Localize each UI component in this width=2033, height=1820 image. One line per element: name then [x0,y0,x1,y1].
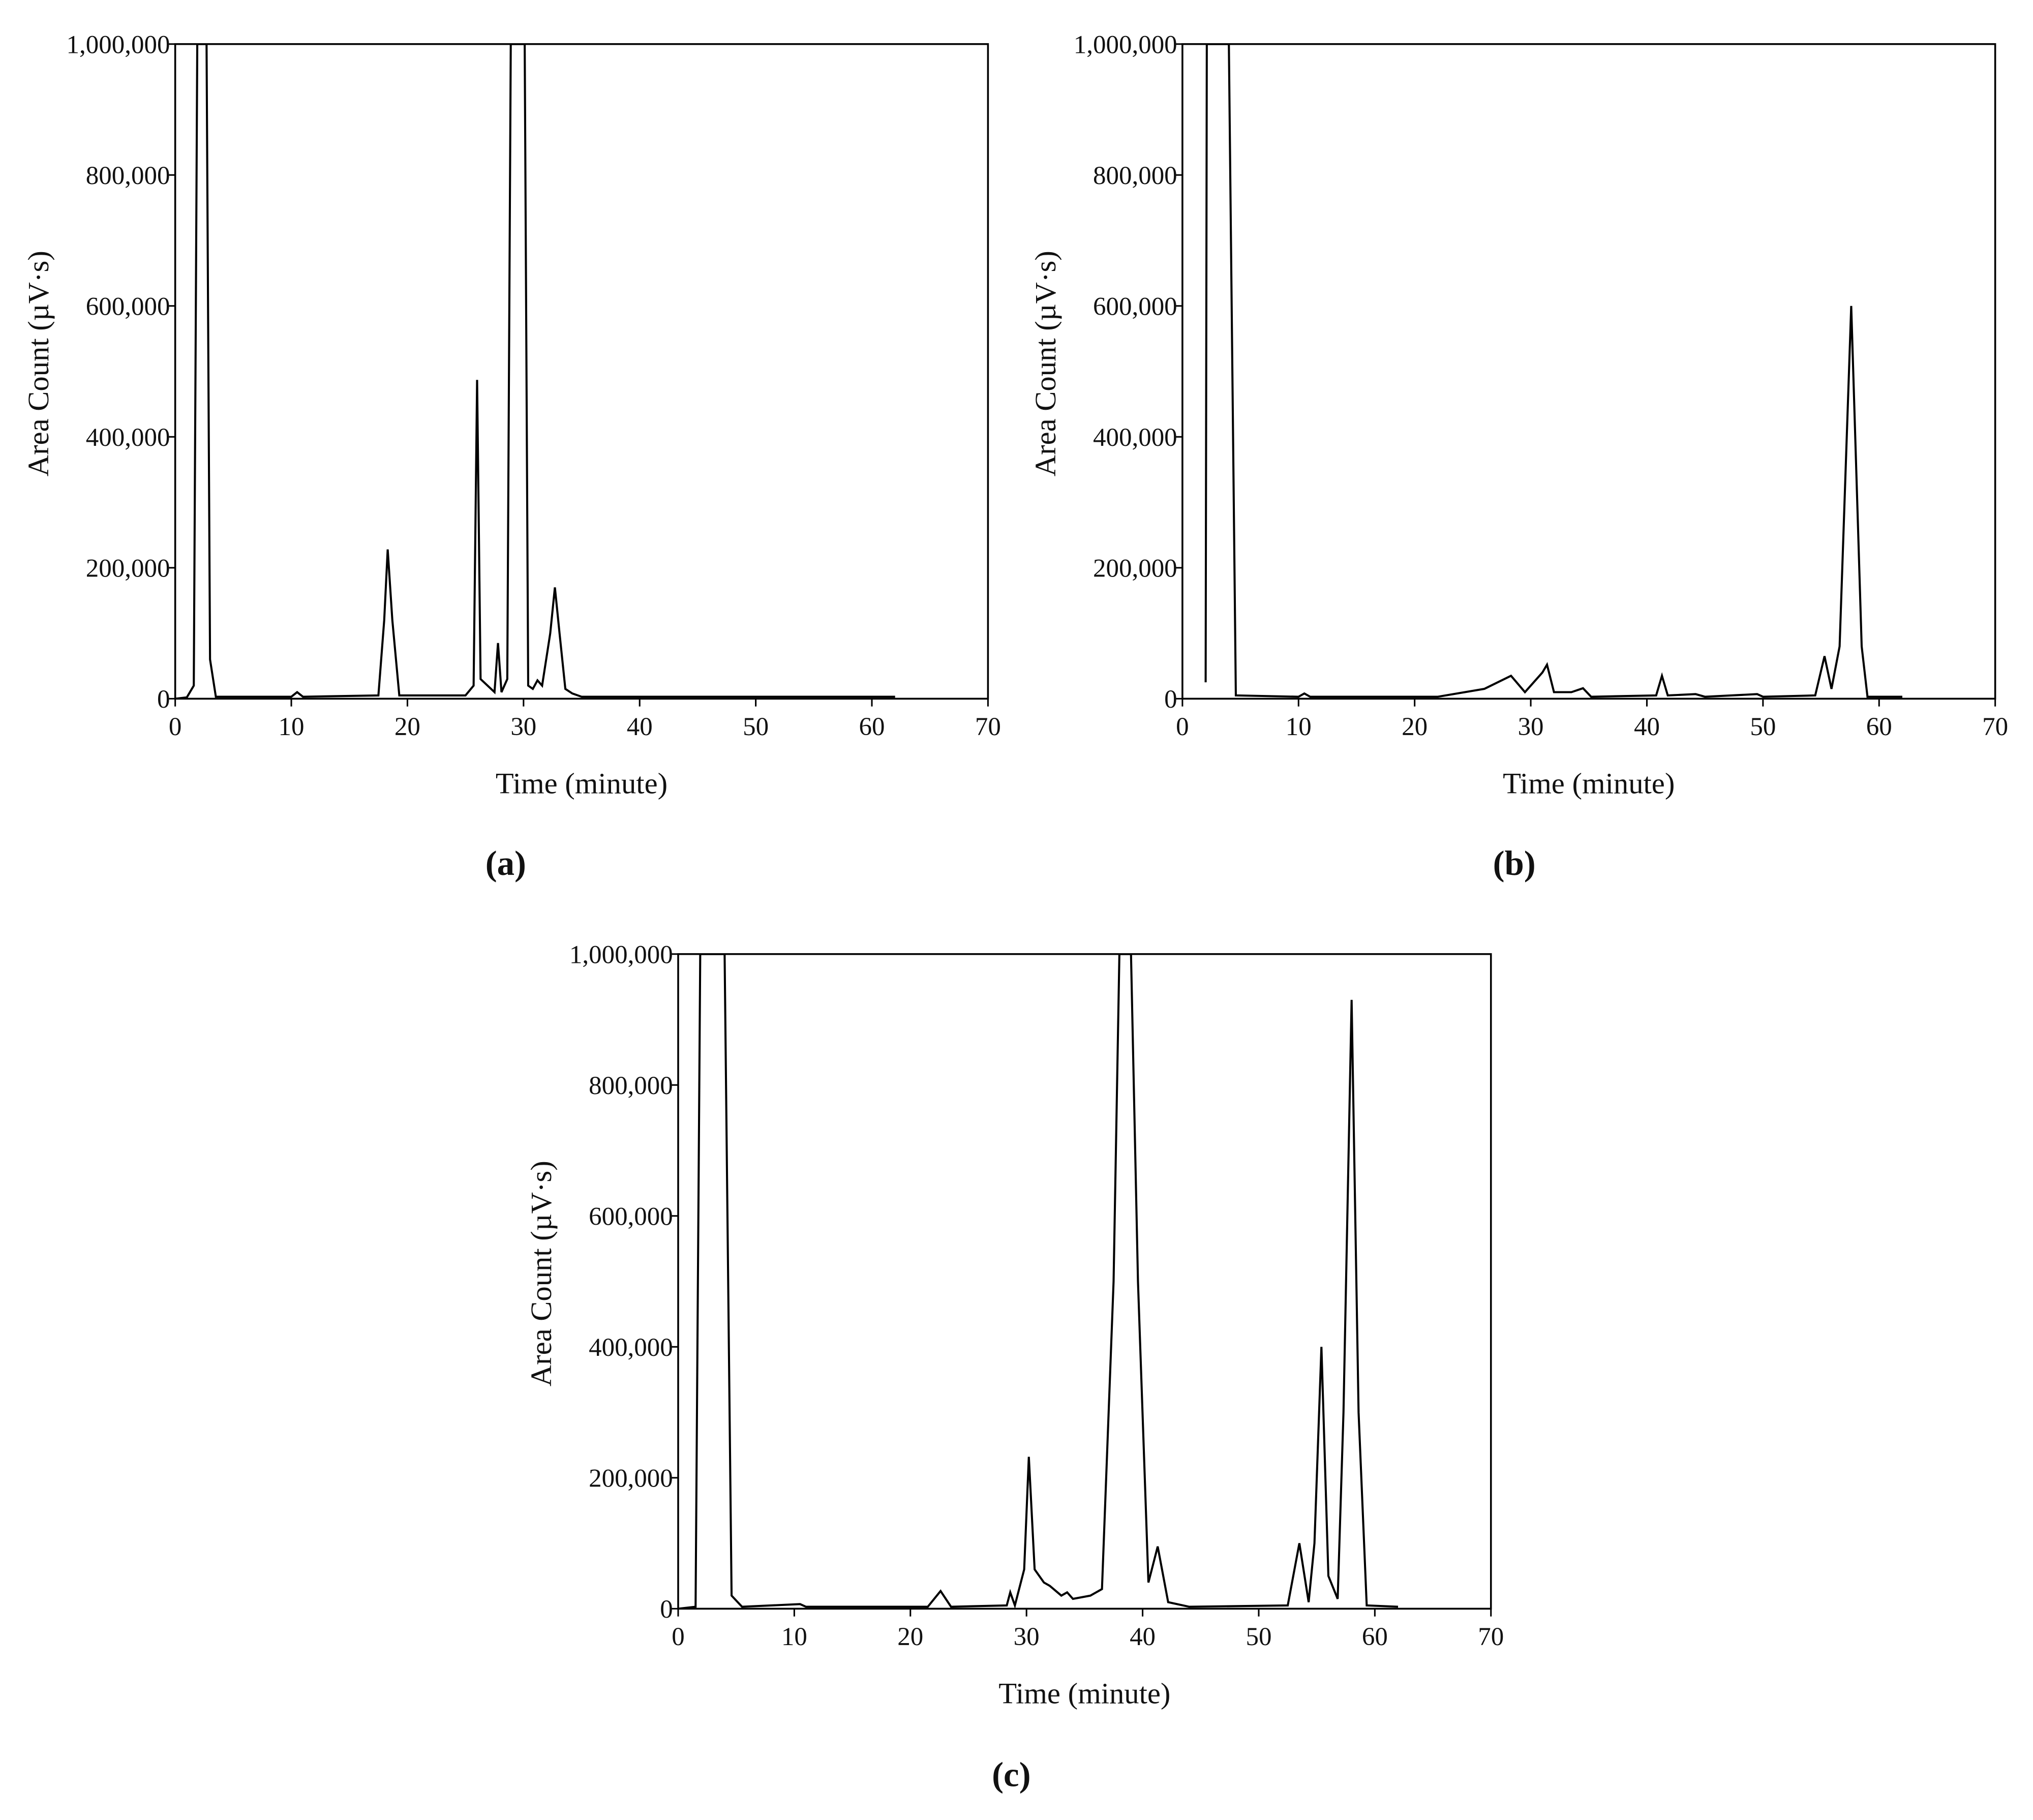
x-tick-label: 10 [279,713,305,741]
x-tick-label: 70 [1478,1623,1504,1651]
panel-caption: (c) [992,1755,1030,1794]
chart: 0 10 20 30 40 50 60 70 0 200,000 400,000 600,000 800… [22,31,1001,883]
x-axis-title: Time (minute) [998,1677,1170,1710]
y-tick-label: 400,000 [589,1333,673,1362]
plot-frame [1181,43,1996,700]
y-tick-label: 1,000,000 [67,31,170,59]
x-tick-label: 40 [1130,1623,1156,1651]
x-tick-label: 50 [1750,713,1776,741]
x-tick-label: 60 [1362,1623,1388,1651]
x-tick-label: 30 [1014,1623,1040,1651]
x-tick-label: 40 [627,713,653,741]
x-axis-title: Time (minute) [496,767,667,800]
chart: 0 10 20 30 40 50 60 70 0 200,000 400,000 600,000 800… [1029,31,2008,883]
y-tick-label: 400,000 [86,423,170,452]
x-tick-label: 70 [975,713,1001,741]
y-axis-title: Area Count (µV·s) [525,1161,558,1386]
chart: 0 10 20 30 40 50 60 70 0 200,000 400,000 600,000 800… [525,941,1504,1794]
x-tick-label: 20 [1402,713,1428,741]
x-tick-label: 70 [1982,713,2008,741]
x-tick-label: 30 [510,713,536,741]
y-tick-label: 200,000 [1093,555,1177,583]
y-tick-label: 600,000 [589,1203,673,1231]
y-tick-label: 800,000 [1093,162,1177,190]
plot-frame [677,953,1492,1610]
y-tick-label: 200,000 [86,555,170,583]
x-tick-label: 50 [743,713,769,741]
x-tick-label: 20 [395,713,420,741]
x-tick-label: 30 [1518,713,1544,741]
chromatogram-line [1204,44,1902,698]
y-tick-label: 1,000,000 [1074,31,1177,59]
x-tick-label: 20 [897,1623,923,1651]
x-tick-label: 0 [1176,713,1189,741]
y-tick-label: 600,000 [86,293,170,321]
x-tick-label: 10 [781,1623,807,1651]
panel-caption: (a) [486,844,526,883]
y-tick-label: 800,000 [589,1072,673,1100]
chromatogram-line [678,954,1399,1609]
y-axis-title: Area Count (µV·s) [1029,251,1062,476]
x-tick-label: 0 [672,1623,685,1651]
x-tick-label: 60 [859,713,885,741]
x-tick-label: 60 [1866,713,1892,741]
y-tick-label: 600,000 [1093,293,1177,321]
y-tick-label: 0 [1164,685,1177,714]
plot-frame [174,43,989,700]
x-tick-label: 0 [169,713,182,741]
x-axis-title: Time (minute) [1503,767,1675,800]
x-tick-label: 10 [1286,713,1312,741]
x-tick-label: 40 [1634,713,1660,741]
y-tick-label: 800,000 [86,162,170,190]
y-axis-title: Area Count (µV·s) [22,251,55,476]
y-tick-label: 200,000 [589,1465,673,1493]
y-tick-label: 0 [157,685,170,714]
y-tick-label: 1,000,000 [569,941,673,969]
y-tick-label: 0 [660,1595,673,1624]
chromatogram-line [175,44,895,699]
y-tick-label: 400,000 [1093,423,1177,452]
panel-caption: (b) [1493,844,1536,883]
x-tick-label: 50 [1246,1623,1271,1651]
